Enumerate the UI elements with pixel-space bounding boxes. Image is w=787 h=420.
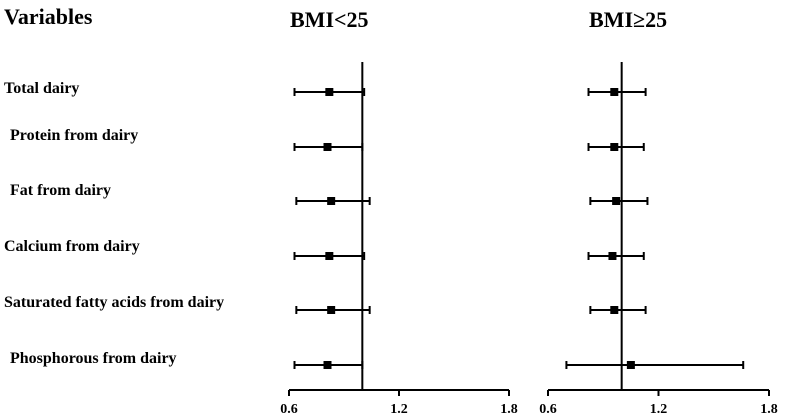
panel-title-bmi-25-plus: BMI≥25 (589, 7, 668, 32)
panel-title-bmi-under-25: BMI<25 (290, 7, 369, 32)
point-estimate (610, 88, 619, 96)
point-estimate (323, 361, 332, 369)
variable-label: Calcium from dairy (4, 238, 140, 255)
variable-label: Protein from dairy (10, 127, 139, 144)
point-estimate (626, 361, 635, 369)
x-tick-label: 1.8 (500, 402, 518, 417)
x-tick-label: 0.6 (539, 402, 557, 417)
x-tick-label: 0.6 (280, 402, 298, 417)
variables-header: Variables (4, 4, 93, 29)
point-estimate (608, 252, 617, 260)
variable-label: Saturated fatty acids from dairy (4, 294, 225, 311)
point-estimate (612, 197, 621, 205)
x-tick-label: 1.2 (390, 402, 408, 417)
x-tick-label: 1.2 (650, 402, 668, 417)
point-estimate (327, 306, 336, 314)
point-estimate (327, 197, 336, 205)
variable-label: Total dairy (4, 80, 80, 97)
variable-label: Fat from dairy (10, 182, 112, 199)
point-estimate (325, 252, 334, 260)
point-estimate (610, 306, 619, 314)
point-estimate (610, 143, 619, 151)
point-estimate (325, 88, 334, 96)
variable-label: Phosphorous from dairy (10, 350, 177, 367)
point-estimate (323, 143, 332, 151)
x-tick-label: 1.8 (760, 402, 778, 417)
